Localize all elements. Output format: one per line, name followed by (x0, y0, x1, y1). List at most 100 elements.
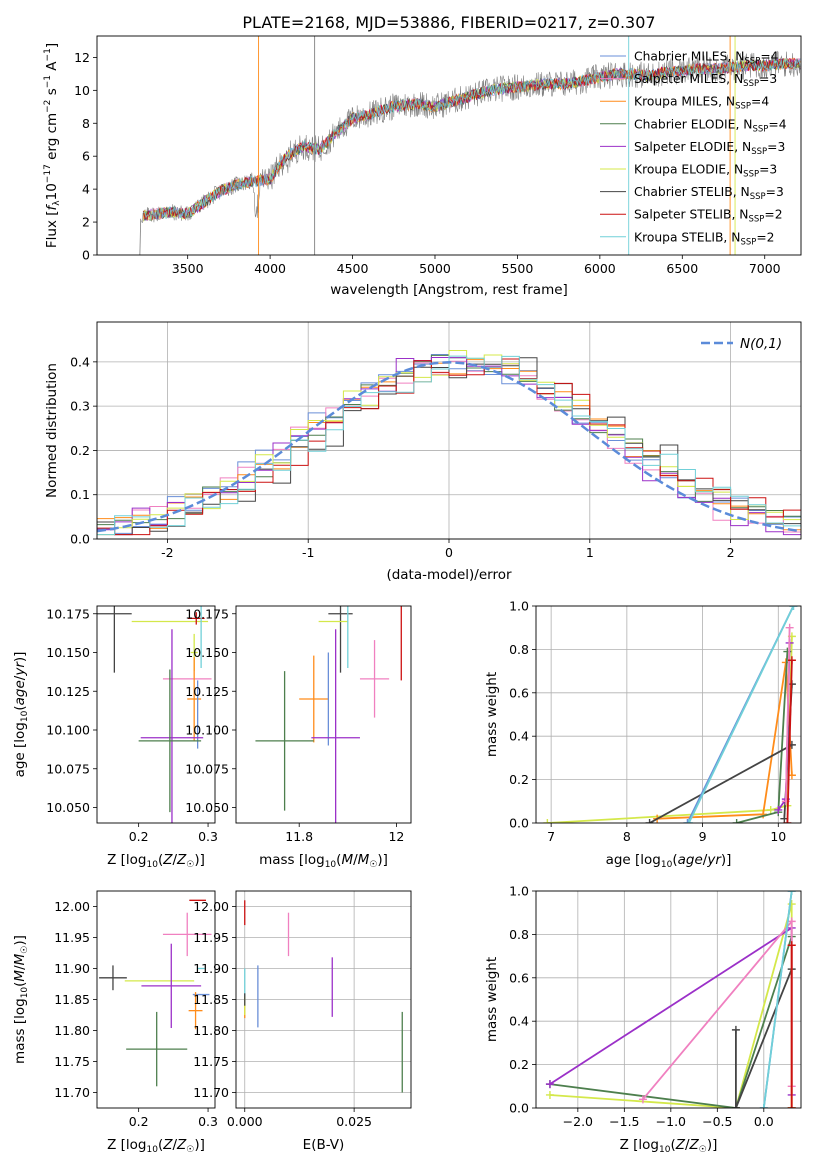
mass-weight-marker (731, 1025, 740, 1034)
y-tick-label: 0 (82, 248, 90, 263)
legend-label: N(0,1) (740, 336, 782, 352)
errorbar-point (299, 655, 329, 743)
histogram-8 (97, 355, 801, 539)
mass-weight-line-9 (786, 660, 793, 823)
mass-weight-marker (787, 900, 796, 909)
x-tick-label: 11.8 (285, 829, 313, 844)
y-tick-label: 10.150 (185, 645, 229, 660)
errorbar-point (187, 612, 205, 625)
errorbar-point (140, 629, 204, 823)
legend-label: Salpeter MILES, NSSP=3 (634, 72, 777, 89)
errorbar-point (188, 992, 203, 1030)
mass-weight-marker (766, 805, 775, 814)
errorbars (255, 606, 402, 823)
residual-histograms (97, 350, 801, 539)
x-axis-label: (data-model)/error (386, 567, 512, 583)
y-axis-label: mass weight (484, 672, 500, 757)
x-tick-label: 5500 (502, 261, 534, 276)
errorbar-point (138, 669, 202, 813)
figure-title: PLATE=2168, MJD=53886, FIBERID=0217, z=0… (242, 13, 655, 32)
axes-frame (96, 321, 802, 540)
errorbar-point (328, 606, 353, 673)
x-tick-label: −1.5 (609, 1114, 639, 1129)
mass-weight-line-1 (657, 662, 793, 820)
mass-weight-line-0 (547, 636, 793, 823)
x-tick-label: 3500 (172, 261, 204, 276)
y-tick-label: 0.8 (509, 927, 529, 942)
x-tick-label: 0.000 (227, 1114, 263, 1129)
data-spectrum-edge (139, 218, 142, 255)
y-tick-label: 0.0 (70, 532, 90, 547)
errorbars (97, 606, 212, 823)
y-tick-label: 0.0 (509, 1101, 529, 1116)
errorbar-point (187, 657, 202, 741)
x-tick-label: 0.0 (754, 1114, 774, 1129)
y-tick-label: 11.75 (193, 1054, 229, 1069)
y-tick-label: 10.100 (46, 723, 90, 738)
y-tick-label: 11.90 (54, 961, 90, 976)
x-tick-label: -2 (161, 545, 173, 560)
x-tick-label: 2 (727, 545, 735, 560)
y-tick-label: 10.125 (46, 684, 90, 699)
y-tick-label: 0.2 (509, 772, 529, 787)
gaussian-curve (97, 361, 801, 533)
axes-frame (535, 890, 802, 1109)
x-axis-label: Z [log10(Z/Z☉)] (620, 1137, 718, 1155)
y-axis-label: age [log10(age/yr)] (12, 652, 30, 778)
x-tick-label: −1.0 (656, 1114, 686, 1129)
legend-label: Kroupa ELODIE, NSSP=3 (634, 163, 777, 180)
mass-weight-marker (787, 656, 796, 665)
y-tick-label: 12.00 (193, 899, 229, 914)
x-tick-label: 12 (388, 829, 404, 844)
mass-weight-marker (787, 941, 796, 950)
y-tick-label: 11.90 (193, 961, 229, 976)
x-tick-label: −2.0 (563, 1114, 593, 1129)
x-tick-label: −0.5 (702, 1114, 732, 1129)
mass-weight-marker (774, 805, 783, 814)
age_vs_mass-panel: 11.8 12 10.050 10.075 10.100 10.125 10.150 10.1… (185, 605, 412, 870)
x-tick-label: 0.3 (198, 1114, 218, 1129)
legend-label: Chabrier MILES, NSSP=4 (634, 50, 779, 67)
y-tick-label: 1.0 (509, 599, 529, 614)
y-tick-label: 11.70 (193, 1085, 229, 1100)
axes-frame (96, 35, 802, 256)
y-tick-label: 10.125 (185, 684, 229, 699)
y-tick-label: 0.0 (509, 816, 529, 831)
model-spectrum-8 (143, 57, 801, 221)
y-tick-label: 0.3 (70, 399, 90, 414)
x-tick-label: 0.2 (129, 1114, 149, 1129)
x-tick-label: 6500 (666, 261, 698, 276)
x-tick-label: 9 (699, 829, 707, 844)
mass-weight-marker (545, 1090, 554, 1099)
mass-weight-line-7 (762, 891, 793, 1108)
mass-weight-marker (731, 1104, 740, 1108)
errorbar-point (126, 1011, 188, 1087)
x-tick-label: 10 (770, 829, 786, 844)
mass-weight-marker (759, 1104, 768, 1108)
errorbar-point (141, 943, 202, 1029)
y-tick-label: 10 (74, 83, 90, 98)
y-tick-label: 11.80 (54, 1023, 90, 1038)
y-tick-label: 0.8 (509, 642, 529, 657)
y-tick-label: 0.2 (509, 1057, 529, 1072)
residuals-panel: -2 -1 0 1 2 0.0 0.1 0.2 0.3 0.4 (data-model)/error… (44, 321, 802, 583)
y-tick-label: 10.150 (46, 645, 90, 660)
mass-weight-marker (787, 917, 796, 926)
x-tick-label: 7 (547, 829, 555, 844)
y-tick-label: 0.6 (509, 685, 529, 700)
x-tick-label: 0.2 (129, 829, 149, 844)
mass-weight-marker (684, 819, 693, 823)
x-axis-label: E(B-V) (303, 1137, 345, 1153)
y-tick-label: 11.85 (193, 992, 229, 1007)
y-tick-label: 1.0 (509, 884, 529, 899)
errorbar-point (99, 965, 127, 991)
mass_vs_ebv-panel: 0.000 0.025 11.70 11.75 11.80 11.85 11.90 11.95… (193, 890, 412, 1153)
y-tick-label: 11.80 (193, 1023, 229, 1038)
mass-weight-lines (543, 606, 798, 823)
errorbar-point (359, 640, 390, 718)
y-tick-label: 10.075 (185, 761, 229, 776)
legend-label: Kroupa MILES, NSSP=4 (634, 95, 769, 112)
y-tick-label: 10.100 (185, 723, 229, 738)
y-tick-label: 10.175 (46, 606, 90, 621)
errorbar-point (311, 629, 360, 823)
